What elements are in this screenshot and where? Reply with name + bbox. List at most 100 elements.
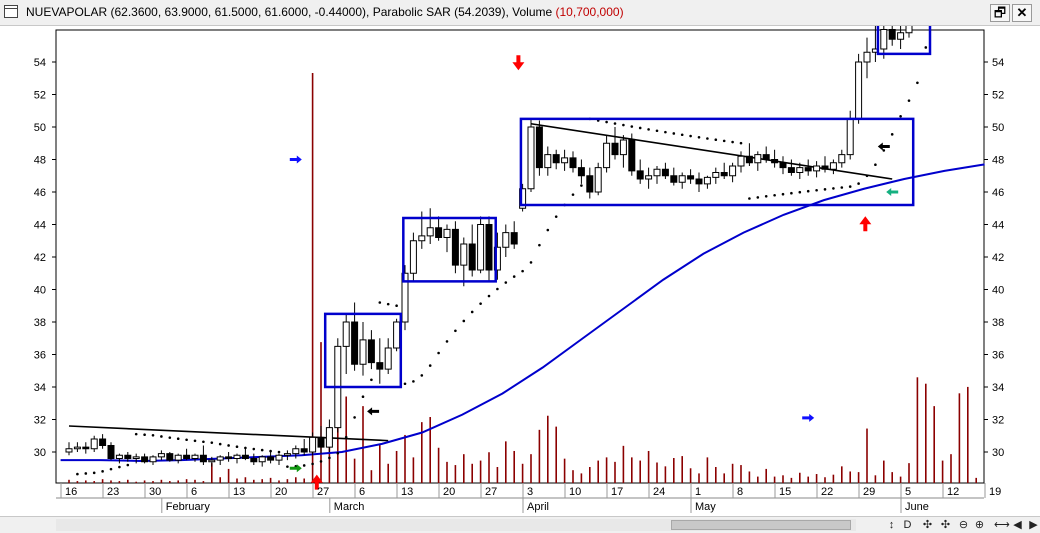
sar-dot	[143, 433, 146, 437]
sar-dot	[235, 445, 239, 449]
up-candle	[502, 232, 510, 248]
sar-dot	[437, 351, 440, 355]
sar-dot	[580, 184, 583, 187]
down-candle	[141, 456, 149, 463]
up-arrow-icon	[310, 474, 323, 490]
down-candle	[661, 168, 669, 177]
scroll-right-icon[interactable]: ▶	[1029, 519, 1038, 531]
sar-dot	[269, 449, 272, 453]
sar-dot	[336, 451, 340, 455]
up-candle	[703, 176, 711, 185]
day-label: 22	[821, 486, 833, 498]
up-candle	[309, 436, 317, 453]
sar-dot	[277, 450, 281, 454]
down-candle	[510, 232, 518, 245]
move-icon[interactable]: ✣	[922, 519, 933, 531]
up-candle	[115, 454, 123, 459]
sar-dot	[823, 188, 827, 191]
sar-dot	[907, 99, 911, 102]
down-candle	[695, 178, 703, 185]
up-candle	[493, 246, 501, 271]
down-candle	[804, 167, 812, 172]
pan-icon[interactable]: ✣	[940, 519, 951, 531]
zoom-in-icon[interactable]: ⊕	[974, 519, 985, 531]
price-label-left: 30	[34, 447, 46, 459]
scroll-start-icon[interactable]: ↕	[888, 519, 895, 531]
sar-dot	[462, 319, 466, 323]
up-candle	[796, 167, 804, 173]
daily-period-button[interactable]: D	[903, 519, 912, 531]
horizontal-scrollbar[interactable]	[56, 519, 856, 531]
sar-dot	[647, 128, 650, 131]
sar-dot	[655, 129, 659, 133]
up-candle	[527, 126, 535, 190]
up-candle	[216, 456, 224, 461]
price-label-left: 36	[34, 350, 46, 362]
day-label: 5	[905, 486, 911, 498]
up-candle	[653, 168, 661, 177]
day-label: 10	[569, 486, 581, 498]
up-candle	[325, 427, 333, 448]
sar-dot	[664, 130, 667, 134]
down-candle	[687, 175, 695, 180]
sar-dot	[857, 182, 860, 185]
down-candle	[124, 454, 132, 459]
sar-dot	[672, 132, 676, 135]
sar-dot	[546, 228, 550, 232]
sar-dot	[764, 195, 768, 198]
down-candle	[628, 139, 636, 172]
sar-dot	[101, 470, 104, 473]
day-label: 6	[191, 486, 197, 498]
window-titlebar[interactable]: NUEVAPOLAR (62.3600, 63.9000, 61.5000, 6…	[0, 0, 1040, 26]
close-icon[interactable]: ✕	[1012, 4, 1032, 22]
sar-dot	[176, 437, 180, 441]
highlight-rectangle	[402, 216, 497, 283]
zoom-out-icon[interactable]: ⊖	[958, 519, 969, 531]
sar-dot	[706, 137, 709, 140]
down-candle	[821, 165, 829, 170]
sar-dot	[403, 382, 407, 386]
sar-dot	[428, 364, 432, 367]
sar-dot	[916, 81, 919, 85]
restore-icon[interactable]: 🗗	[990, 4, 1010, 22]
up-candle	[443, 228, 451, 238]
up-candle	[838, 154, 846, 164]
price-label-right: 50	[992, 122, 1004, 134]
scrollbar-thumb[interactable]	[671, 520, 851, 530]
sar-dot	[496, 287, 499, 291]
sar-dot	[227, 444, 230, 447]
sar-dot	[571, 193, 575, 196]
up-candle	[258, 456, 266, 463]
down-candle	[577, 167, 585, 177]
down-candle	[771, 159, 779, 164]
sar-dot	[210, 441, 214, 444]
up-candle	[418, 235, 426, 242]
width-icon[interactable]: ⟷	[994, 519, 1010, 531]
sar-dot	[790, 191, 793, 195]
down-candle	[267, 456, 275, 461]
down-arrow-icon	[512, 55, 525, 71]
price-chart[interactable]: 54 54 52 52 50 50 48 48 46 46 44 44 42 42 40 40 38 38 36 36…	[0, 0, 1040, 516]
sar-dot	[151, 433, 155, 437]
up-candle	[393, 321, 401, 349]
sar-dot	[361, 395, 365, 399]
sar-dot	[470, 310, 474, 314]
down-candle	[367, 339, 375, 364]
up-candle	[460, 243, 468, 266]
sar-dot	[899, 114, 902, 118]
sar-dot	[756, 196, 760, 199]
down-candle	[762, 154, 770, 160]
scroll-left-icon[interactable]: ◀	[1013, 519, 1022, 531]
down-candle	[552, 154, 560, 164]
up-candle	[426, 227, 434, 237]
ohlc-values: (62.3600, 63.9000, 61.5000, 61.6000, -0.…	[110, 5, 370, 19]
sar-dot	[680, 133, 684, 137]
up-candle	[149, 456, 157, 463]
sar-dot	[806, 189, 810, 193]
price-label-right: 34	[992, 382, 1004, 394]
left-arrow-icon	[886, 188, 899, 196]
day-label: 12	[947, 486, 959, 498]
price-label-right: 44	[992, 220, 1004, 232]
sar-dot	[302, 464, 306, 467]
